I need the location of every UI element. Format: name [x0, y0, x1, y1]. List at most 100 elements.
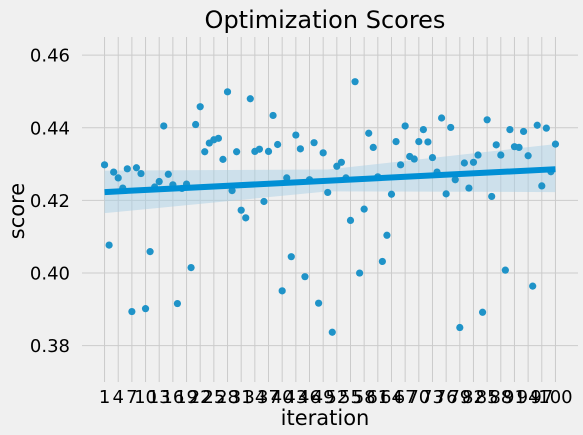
data-point: [533, 121, 541, 129]
data-point: [260, 197, 268, 206]
data-point: [501, 266, 509, 274]
data-point: [301, 273, 309, 281]
data-point: [315, 299, 323, 307]
data-point: [437, 114, 446, 122]
x-tick-label: 94: [517, 387, 540, 408]
x-tick-labels: 1 4 71013161922252831343740434649525558616…: [99, 387, 573, 408]
data-point: [447, 123, 455, 132]
data-point: [324, 188, 332, 197]
data-point: [365, 129, 373, 137]
x-tick-label: 37: [257, 387, 280, 408]
data-point: [132, 164, 141, 172]
data-point: [146, 248, 154, 256]
data-point: [264, 147, 273, 155]
data-point: [196, 103, 204, 111]
data-point: [237, 206, 245, 214]
data-point: [201, 148, 209, 156]
x-tick-label: 10: [134, 387, 157, 408]
data-point: [538, 182, 546, 190]
x-tick-label: 91: [503, 387, 526, 408]
x-tick-label: 1: [99, 387, 110, 408]
y-tick-labels: 0.38 0.40 0.42 0.44 0.46: [30, 46, 70, 358]
data-point: [469, 158, 478, 166]
x-tick-label: 40: [271, 387, 294, 408]
data-point: [392, 137, 400, 146]
data-point: [456, 323, 464, 332]
data-point: [442, 190, 450, 198]
x-tick-label: 88: [489, 387, 512, 408]
y-tick-label: 0.44: [30, 118, 70, 139]
data-point: [219, 155, 227, 163]
y-axis-label: score: [5, 183, 29, 239]
data-point: [283, 174, 291, 182]
data-point: [488, 192, 496, 201]
data-point: [346, 216, 355, 224]
y-tick-label: 0.42: [30, 191, 70, 212]
data-point: [387, 190, 396, 198]
x-tick-label: 4: [112, 387, 123, 408]
x-tick-label: 58: [353, 387, 376, 408]
x-tick-label: 43: [284, 387, 307, 408]
data-point: [474, 151, 482, 159]
x-tick-label: 16: [161, 387, 184, 408]
data-point: [128, 307, 136, 316]
data-point: [242, 214, 250, 222]
x-tick-label: 7: [126, 387, 137, 408]
x-tick-label: 61: [366, 387, 389, 408]
data-point: [419, 126, 427, 134]
data-point: [410, 155, 418, 163]
data-point: [100, 161, 109, 169]
data-point: [105, 241, 113, 249]
data-point: [155, 177, 163, 186]
data-point: [114, 174, 122, 182]
x-tick-label: 46: [298, 387, 321, 408]
data-point: [478, 308, 487, 316]
data-point: [356, 269, 364, 277]
x-tick-label: 13: [148, 387, 171, 408]
x-tick-label: 85: [476, 387, 499, 408]
data-point: [465, 184, 473, 192]
data-point: [515, 143, 523, 151]
data-point: [164, 170, 172, 178]
data-point: [246, 95, 254, 103]
data-point: [424, 138, 432, 146]
x-axis-label: iteration: [281, 406, 370, 430]
data-point: [351, 78, 359, 86]
x-tick-label: 28: [216, 387, 239, 408]
x-tick-label: 19: [175, 387, 198, 408]
y-tick-label: 0.40: [30, 264, 70, 285]
data-point: [506, 126, 514, 134]
data-point: [551, 140, 560, 148]
data-point: [369, 143, 377, 151]
data-point: [401, 122, 409, 130]
data-point: [319, 149, 327, 157]
data-point: [292, 131, 300, 139]
data-point: [524, 152, 532, 160]
x-tick-label: 25: [202, 387, 225, 408]
data-point: [274, 140, 282, 149]
x-tick-label: 79: [448, 387, 471, 408]
x-tick-label: 67: [394, 387, 417, 408]
trend-line: [104, 166, 556, 196]
x-tick-label: 52: [325, 387, 348, 408]
data-point: [269, 111, 277, 120]
data-point: [173, 299, 182, 308]
data-point: [214, 134, 223, 142]
data-point: [519, 127, 528, 136]
data-point: [415, 137, 423, 146]
x-tick-label: 64: [380, 387, 403, 408]
trend-line-layer: [104, 166, 556, 196]
data-point: [123, 165, 131, 173]
data-point: [160, 122, 168, 130]
data-point: [228, 187, 236, 195]
data-point: [483, 116, 491, 124]
data-point: [383, 231, 391, 239]
points-layer: [100, 78, 560, 336]
grid: [82, 37, 578, 382]
y-tick-label: 0.38: [30, 336, 70, 357]
x-tick-label: 49: [312, 387, 335, 408]
data-point: [137, 169, 145, 178]
data-point: [460, 159, 468, 167]
